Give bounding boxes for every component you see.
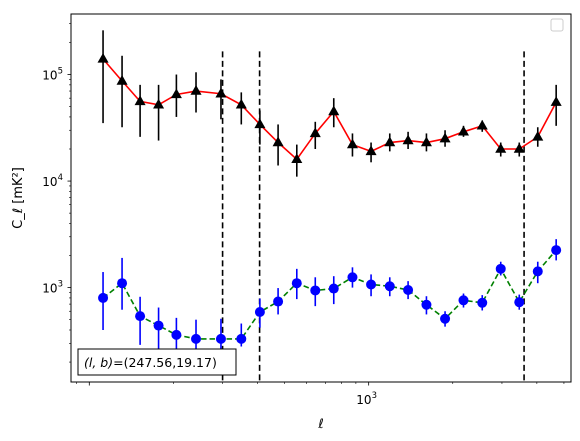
y-tick-label-base: 10: [42, 69, 57, 83]
coordinate-annotation: (l, b)=(247.56,19.17): [84, 355, 217, 370]
data-point-circle: [191, 333, 202, 344]
x-tick-label: 103: [356, 391, 377, 407]
x-tick-label-base: 10: [356, 393, 371, 407]
data-point-triangle: [328, 105, 340, 116]
data-point-triangle: [532, 130, 544, 141]
data-point-triangle: [291, 153, 303, 164]
series-line: [102, 249, 557, 340]
vertical-reference-lines: [221, 51, 525, 382]
data-point-triangle: [495, 142, 507, 153]
y-tick-label-exponent: 3: [58, 280, 63, 290]
data-point-circle: [291, 278, 302, 289]
data-point-circle: [403, 284, 414, 295]
coordinate-annotation-value: =(247.56,19.17): [113, 355, 217, 370]
data-point-triangle: [97, 52, 109, 63]
data-point-circle: [440, 313, 451, 324]
data-point-triangle: [476, 119, 488, 130]
x-tick-label-exponent: 3: [372, 391, 377, 401]
coordinate-annotation-label: (l, b): [84, 355, 113, 370]
y-tick-label: 105: [42, 67, 63, 83]
data-point-circle: [153, 320, 164, 331]
data-point-triangle: [190, 85, 202, 95]
data-point-circle: [273, 296, 284, 307]
series-1: [97, 30, 562, 177]
data-point-circle: [117, 278, 128, 289]
data-point-circle: [98, 292, 109, 303]
data-point-triangle: [254, 118, 266, 129]
y-axis-label: C_ℓ [mK²]: [11, 167, 26, 229]
data-series-layer: [97, 30, 562, 373]
y-tick-label-exponent: 5: [58, 67, 63, 77]
data-point-circle: [384, 281, 395, 292]
data-point-triangle: [235, 98, 247, 109]
data-point-circle: [366, 279, 377, 290]
data-point-circle: [215, 333, 226, 344]
data-point-circle: [458, 295, 469, 306]
data-point-triangle: [116, 74, 128, 85]
x-axis-label: ℓ: [317, 417, 323, 432]
data-point-circle: [421, 299, 432, 310]
data-point-triangle: [439, 132, 451, 143]
data-point-circle: [310, 285, 321, 296]
data-point-circle: [236, 333, 247, 344]
data-point-circle: [135, 311, 146, 322]
data-point-circle: [347, 272, 358, 283]
data-point-triangle: [134, 95, 146, 106]
data-point-circle: [328, 283, 339, 294]
data-point-triangle: [384, 136, 396, 147]
data-point-circle: [551, 245, 562, 256]
data-point-circle: [532, 266, 543, 277]
data-point-triangle: [272, 136, 284, 147]
data-point-triangle: [170, 88, 182, 99]
y-tick-label: 104: [42, 173, 63, 189]
coordinate-annotation-box: [77, 348, 237, 376]
data-point-circle: [514, 297, 525, 308]
y-tick-label-base: 10: [42, 282, 57, 296]
data-point-circle: [254, 307, 265, 318]
data-point-circle: [495, 263, 506, 274]
data-point-triangle: [153, 98, 165, 109]
y-tick-label: 103: [42, 280, 63, 296]
legend-box: [550, 18, 564, 32]
data-point-triangle: [457, 125, 470, 136]
data-point-triangle: [513, 142, 525, 153]
axis-ticks: [67, 23, 565, 386]
data-point-triangle: [550, 96, 562, 106]
data-point-circle: [477, 297, 488, 308]
y-tick-label-base: 10: [42, 175, 57, 189]
data-point-triangle: [309, 127, 321, 138]
series-2: [98, 239, 562, 373]
plot-frame: [70, 13, 572, 383]
series-line: [102, 58, 557, 161]
data-point-triangle: [215, 87, 227, 98]
data-point-triangle: [365, 145, 377, 156]
data-point-triangle: [346, 138, 358, 149]
y-tick-label-exponent: 4: [58, 173, 63, 183]
data-point-circle: [171, 329, 182, 340]
data-point-triangle: [420, 136, 432, 147]
data-point-triangle: [402, 134, 414, 145]
